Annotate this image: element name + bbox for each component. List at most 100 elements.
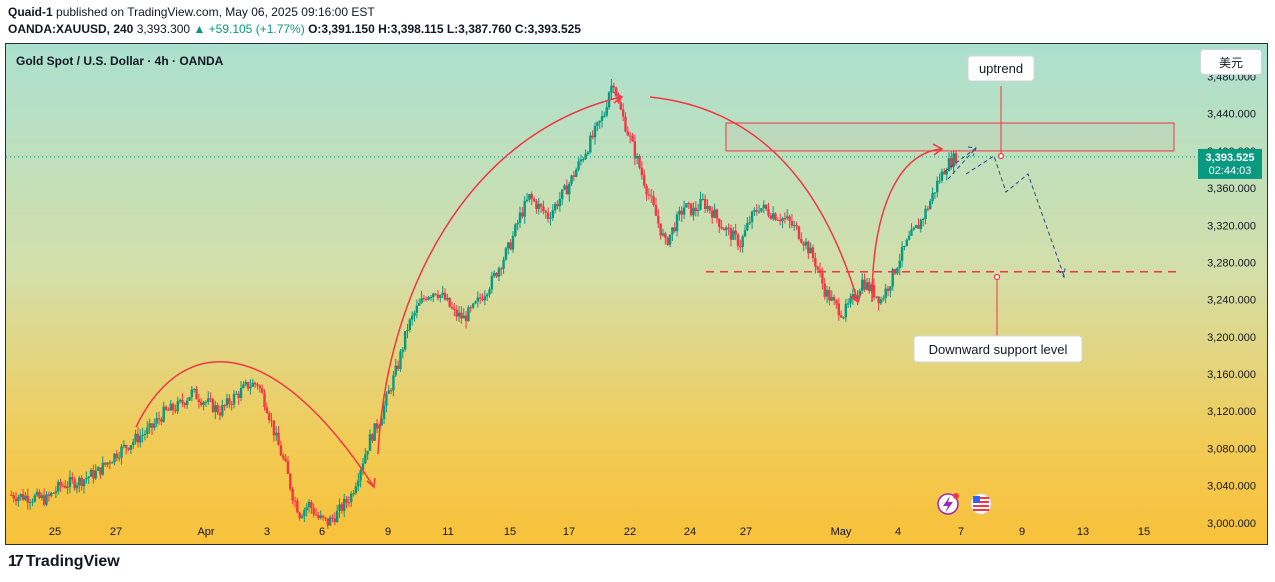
x-tick-label: Apr xyxy=(197,526,214,538)
candle-body xyxy=(164,406,168,410)
candle-body xyxy=(919,219,923,229)
tradingview-logo[interactable]: 17 TradingView xyxy=(8,553,120,571)
x-tick-label: 6 xyxy=(319,526,325,538)
candle-body xyxy=(832,297,836,301)
candle-body xyxy=(448,297,451,307)
candle-body xyxy=(218,412,222,416)
candle-body xyxy=(624,116,627,132)
candle-body xyxy=(263,392,266,408)
candle-body xyxy=(940,171,944,181)
uptrend-callout[interactable]: uptrend xyxy=(967,55,1035,82)
y-tick-label: 3,360.000 xyxy=(1207,183,1256,195)
candle-body xyxy=(312,508,315,515)
candle-body xyxy=(882,298,885,300)
candle-body xyxy=(352,493,355,495)
candle-body xyxy=(157,418,161,420)
candle-body xyxy=(117,457,121,459)
candle-body xyxy=(389,390,393,392)
candle-body xyxy=(413,312,416,316)
price-chart[interactable]: 3,000.000 3,040.000 3,080.000 3,120.000 3,16… xyxy=(6,44,1268,545)
chart-title: Gold Spot / U.S. Dollar · 4h · OANDA xyxy=(16,54,224,68)
candle-body xyxy=(673,227,676,232)
candle-body xyxy=(703,198,707,209)
y-tick-label: 3,160.000 xyxy=(1207,369,1256,381)
x-tick-label: 9 xyxy=(1019,526,1025,538)
support-callout[interactable]: Downward support level xyxy=(913,335,1083,363)
projection-path[interactable] xyxy=(943,146,1066,279)
candle-body xyxy=(797,226,801,239)
candle-body xyxy=(865,282,869,290)
candle-body xyxy=(24,495,27,500)
candle-body xyxy=(846,303,850,305)
trend-arrows[interactable] xyxy=(135,91,944,489)
candle-body xyxy=(139,436,142,443)
candle-body xyxy=(851,294,855,298)
currency-button[interactable]: 美元 xyxy=(1200,49,1262,75)
candle-body xyxy=(270,420,273,422)
candle-body xyxy=(610,85,613,93)
arrow-head-4 xyxy=(932,143,944,156)
candle-body xyxy=(469,307,472,309)
candle-body xyxy=(120,446,123,458)
candle-body xyxy=(113,453,116,463)
candle-body xyxy=(497,268,501,277)
candle-body xyxy=(96,467,100,471)
candle-body xyxy=(235,393,238,395)
candle-body xyxy=(132,441,135,446)
candle-body xyxy=(190,389,194,398)
candle-body xyxy=(628,135,632,137)
candle-body xyxy=(47,494,51,496)
symbol-name[interactable]: OANDA:XAUUSD, 240 xyxy=(8,22,134,36)
candle-body xyxy=(394,365,397,376)
us-flag-event-icon[interactable] xyxy=(970,493,992,515)
candle-body xyxy=(282,455,285,459)
candle-body xyxy=(652,196,655,206)
candle-body xyxy=(298,512,301,519)
candle-body xyxy=(875,296,878,298)
candle-body xyxy=(410,315,414,320)
publish-info: Quaid-1 published on TradingView.com, Ma… xyxy=(8,5,375,19)
candle-body xyxy=(750,211,754,223)
candle-body xyxy=(21,493,25,500)
candle-body xyxy=(861,279,864,291)
candle-body xyxy=(361,463,365,471)
candle-body xyxy=(230,404,233,406)
candle-body xyxy=(938,180,941,182)
projection-head-1 xyxy=(967,146,977,157)
candle-body xyxy=(877,296,880,304)
symbol-ohlc-bar: OANDA:XAUUSD, 240 3,393.300 ▲ +59.105 (+… xyxy=(8,22,581,36)
candle-body xyxy=(267,413,271,421)
candle-body xyxy=(146,427,149,434)
author-name[interactable]: Quaid-1 xyxy=(8,5,53,19)
candle-body xyxy=(802,242,805,246)
lightning-event-icon[interactable] xyxy=(937,493,959,515)
y-tick-label: 3,240.000 xyxy=(1207,295,1256,307)
candle-body xyxy=(185,400,189,405)
candle-body xyxy=(87,476,90,479)
candle-body xyxy=(129,445,133,450)
candle-body xyxy=(699,198,702,210)
candle-body xyxy=(73,479,76,489)
candle-body xyxy=(174,410,177,412)
candle-body xyxy=(732,230,735,240)
candle-body xyxy=(249,386,252,389)
candle-body xyxy=(33,495,36,502)
resistance-zone-rect[interactable] xyxy=(725,122,1175,152)
x-tick-label: 22 xyxy=(624,526,636,538)
candle-body xyxy=(49,492,53,496)
candle-body xyxy=(19,493,22,497)
candle-body xyxy=(319,515,322,519)
candle-body xyxy=(485,294,489,297)
candle-body xyxy=(666,237,669,245)
chart-panel[interactable]: 3,000.000 3,040.000 3,080.000 3,120.000 3,16… xyxy=(5,43,1268,545)
candle-body xyxy=(284,458,287,462)
candle-body xyxy=(804,241,808,246)
candle-body xyxy=(321,515,325,518)
candle-body xyxy=(647,194,651,196)
candle-body xyxy=(586,152,590,155)
candle-body xyxy=(80,477,83,487)
candle-body xyxy=(441,292,444,295)
candle-body xyxy=(354,486,358,494)
candle-body xyxy=(167,409,170,411)
candle-body xyxy=(823,283,826,297)
